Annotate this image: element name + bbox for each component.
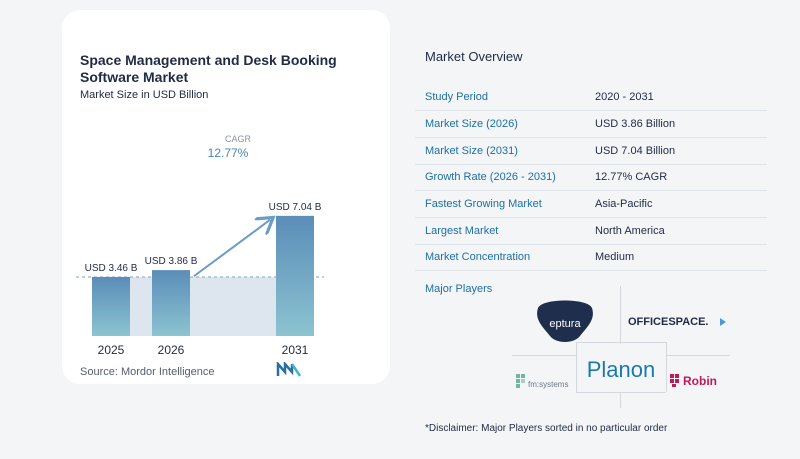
robin-logo-text: Robin bbox=[683, 374, 717, 388]
row-value: 2020 - 2031 bbox=[585, 84, 767, 112]
source-note: Source: Mordor Intelligence bbox=[80, 366, 215, 378]
row-key: Market Size (2031) bbox=[415, 137, 585, 165]
eptura-logo-text: eptura bbox=[549, 318, 581, 330]
cagr-label: CAGR bbox=[225, 134, 252, 144]
logo-divider bbox=[620, 392, 621, 408]
data-label: USD 3.46 B bbox=[85, 263, 138, 274]
cagr-arrow bbox=[193, 220, 270, 277]
officespace-logo: OFFICESPACE. bbox=[628, 316, 726, 328]
row-value: USD 7.04 Billion bbox=[585, 137, 767, 165]
table-row: Study Period 2020 - 2031 bbox=[415, 84, 767, 112]
row-key: Growth Rate (2026 - 2031) bbox=[415, 164, 585, 192]
disclaimer: *Disclaimer: Major Players sorted in no … bbox=[425, 423, 668, 434]
table-row: Growth Rate (2026 - 2031) 12.77% CAGR bbox=[415, 164, 767, 192]
row-value: North America bbox=[585, 217, 767, 245]
logo-divider bbox=[512, 355, 576, 356]
major-players-title: Major Players bbox=[425, 283, 493, 295]
data-label: USD 3.86 B bbox=[145, 256, 198, 267]
bar-chart: USD 3.46 B 2025 USD 3.86 B 2026 USD 7.04 B 20… bbox=[76, 134, 324, 357]
officespace-logo-text: OFFICESPACE. bbox=[628, 316, 708, 328]
table-row: Largest Market North America bbox=[415, 217, 767, 245]
x-tick-label: 2025 bbox=[98, 343, 125, 357]
table-row: Fastest Growing Market Asia-Pacific bbox=[415, 190, 767, 218]
chart-subtitle: Market Size in USD Billion bbox=[80, 89, 209, 101]
logo-divider bbox=[620, 286, 621, 344]
logo-divider bbox=[666, 342, 667, 392]
row-value: USD 3.86 Billion bbox=[585, 110, 767, 138]
row-value: Asia-Pacific bbox=[585, 190, 767, 218]
logo-divider bbox=[576, 342, 666, 343]
chart-title: Space Management and Desk Booking Softwa… bbox=[80, 52, 337, 85]
data-label: USD 7.04 B bbox=[269, 202, 322, 213]
logo-divider bbox=[666, 355, 730, 356]
row-key: Study Period bbox=[415, 84, 585, 112]
logo-divider bbox=[576, 392, 666, 393]
table-row: Market Size (2031) USD 7.04 Billion bbox=[415, 137, 767, 165]
row-key: Market Size (2026) bbox=[415, 110, 585, 138]
planon-logo: Planon bbox=[587, 357, 656, 382]
row-key: Largest Market bbox=[415, 217, 585, 245]
robin-logo: Robin bbox=[670, 374, 717, 388]
bar-2031 bbox=[276, 215, 314, 336]
row-value: Medium bbox=[585, 244, 767, 272]
overview-title: Market Overview bbox=[425, 49, 523, 64]
bar-2026 bbox=[152, 270, 190, 336]
table-row: Market Concentration Medium bbox=[415, 244, 767, 272]
planon-logo-text: Planon bbox=[587, 357, 656, 382]
mordor-logo-icon bbox=[276, 362, 302, 377]
row-key: Fastest Growing Market bbox=[415, 190, 585, 218]
overview-table: Study Period 2020 - 2031 Market Size (202… bbox=[415, 84, 767, 272]
row-key: Market Concentration bbox=[415, 244, 585, 272]
bar-2025 bbox=[92, 276, 130, 336]
fmsystems-logo: fm:systems bbox=[516, 374, 568, 389]
logo-divider bbox=[576, 342, 577, 392]
eptura-logo: eptura bbox=[537, 300, 593, 342]
x-tick-label: 2026 bbox=[158, 343, 185, 357]
fmsystems-logo-text: fm:systems bbox=[528, 380, 568, 389]
table-row: Market Size (2026) USD 3.86 Billion bbox=[415, 110, 767, 138]
row-value: 12.77% CAGR bbox=[585, 164, 767, 192]
x-tick-label: 2031 bbox=[282, 343, 309, 357]
cagr-value: 12.77% bbox=[208, 146, 249, 160]
